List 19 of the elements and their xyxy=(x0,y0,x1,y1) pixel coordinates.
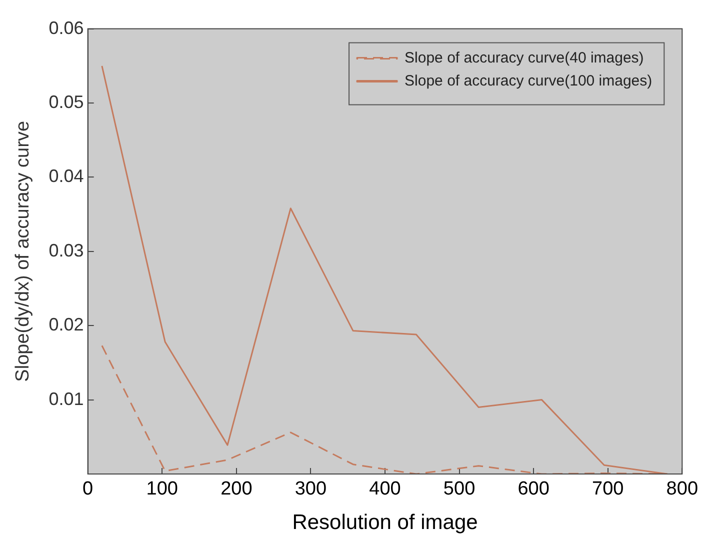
x-tick-label: 500 xyxy=(443,478,476,500)
x-tick-label: 200 xyxy=(220,478,252,500)
y-tick-label: 0.03 xyxy=(48,240,84,260)
x-tick-label: 600 xyxy=(518,478,550,500)
y-tick-label: 0.06 xyxy=(48,18,84,38)
y-axis-title: Slope(dy/dx) of accuracy curve xyxy=(12,120,34,382)
y-tick-label: 0.01 xyxy=(48,388,84,409)
legend-label: Slope of accuracy curve(100 images) xyxy=(404,72,652,90)
x-tick-label: 100 xyxy=(146,478,178,500)
y-tick-label: 0.04 xyxy=(48,166,84,186)
x-tick-label: 300 xyxy=(294,478,327,500)
y-tick-label: 0.02 xyxy=(48,314,84,335)
x-tick-label: 800 xyxy=(666,478,698,500)
x-tick-label: 0 xyxy=(82,478,94,500)
x-axis-title: Resolution of image xyxy=(292,511,478,534)
legend-label: Slope of accuracy curve(40 images) xyxy=(404,49,644,66)
x-tick-label: 700 xyxy=(592,478,624,500)
y-tick-label: 0.05 xyxy=(48,92,84,112)
x-tick-label: 400 xyxy=(369,478,401,500)
